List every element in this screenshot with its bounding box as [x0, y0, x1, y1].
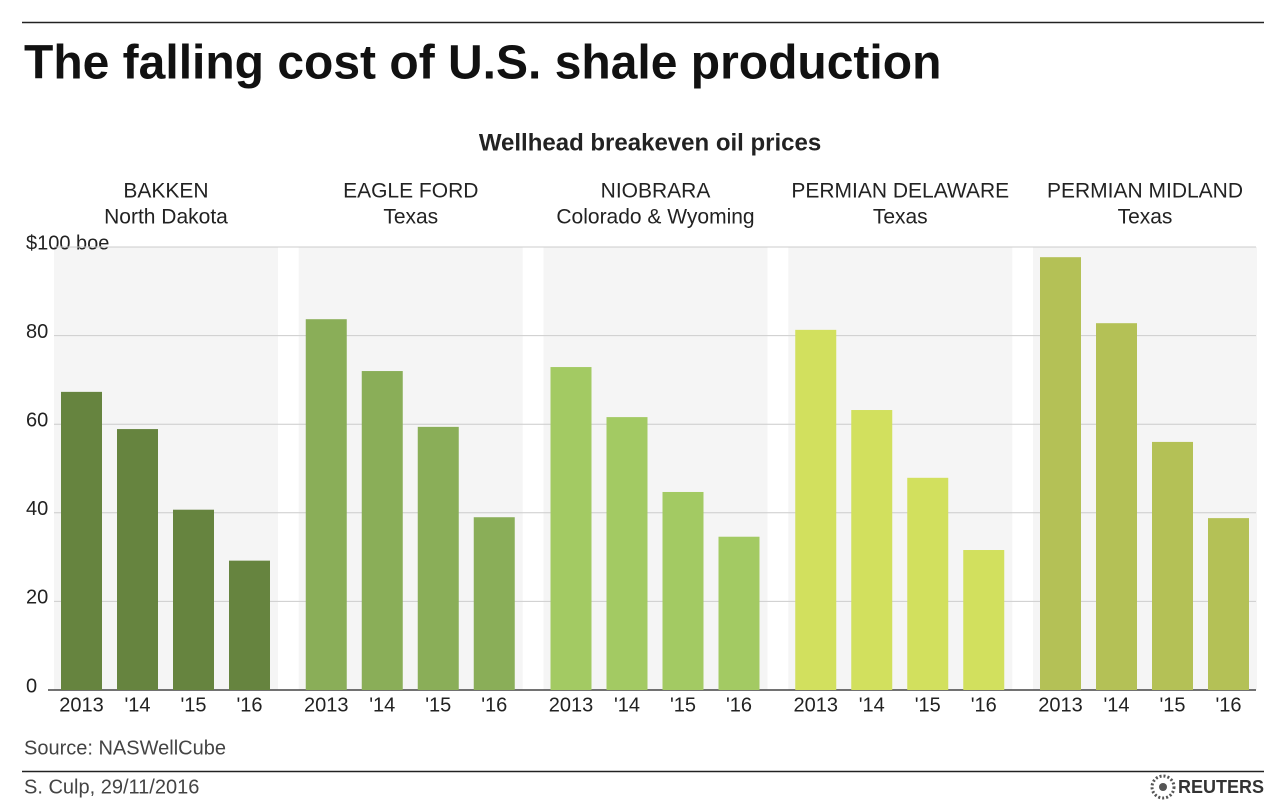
bar: [907, 477, 949, 690]
panel-title: BAKKEN: [123, 180, 208, 203]
x-tick-label: '16: [1215, 694, 1241, 716]
bar: [417, 426, 459, 690]
x-tick-label: '16: [971, 694, 997, 716]
x-tick-label: '14: [1103, 694, 1129, 716]
credit: S. Culp, 29/11/2016: [24, 776, 199, 798]
x-tick-label: 2013: [549, 694, 594, 716]
logo: REUTERS: [1178, 777, 1264, 797]
y-tick-label: 80: [26, 321, 48, 343]
bar: [1040, 257, 1081, 690]
panel-title: NIOBRARA: [601, 180, 711, 203]
x-tick-label: 2013: [304, 694, 349, 716]
bar: [718, 536, 760, 690]
x-tick-label: '16: [726, 694, 752, 716]
x-tick-label: '15: [1159, 694, 1185, 716]
bar: [1152, 441, 1193, 690]
x-tick-label: 2013: [59, 694, 104, 716]
panel-subtitle: Texas: [383, 206, 438, 229]
x-tick-label: '16: [236, 694, 262, 716]
bar: [473, 517, 515, 690]
panel-subtitle: North Dakota: [104, 206, 228, 229]
x-tick-label: '15: [180, 694, 206, 716]
panel-subtitle: Texas: [1118, 206, 1173, 229]
bar: [1208, 518, 1249, 690]
panel-title: PERMIAN DELAWARE: [791, 180, 1009, 203]
y-tick-label: 40: [26, 498, 48, 520]
x-tick-label: '14: [859, 694, 885, 716]
source: Source: NASWellCube: [24, 737, 226, 759]
x-tick-label: '14: [369, 694, 395, 716]
y-tick-label: 20: [26, 587, 48, 609]
panel-subtitle: Texas: [873, 206, 928, 229]
chart-title: The falling cost of U.S. shale productio…: [24, 37, 941, 90]
bar: [117, 429, 158, 690]
bar: [229, 560, 270, 690]
y-tick-label: $100 boe: [26, 232, 109, 254]
x-tick-label: '15: [915, 694, 941, 716]
bar: [662, 491, 704, 690]
x-tick-label: '14: [124, 694, 150, 716]
logo-icon: [1150, 774, 1176, 800]
bar: [61, 391, 102, 690]
x-tick-label: 2013: [1038, 694, 1083, 716]
bar: [851, 410, 893, 690]
panel-title: EAGLE FORD: [343, 180, 478, 203]
bar: [550, 367, 592, 690]
bar: [795, 329, 837, 690]
chart-subtitle: Wellhead breakeven oil prices: [479, 129, 821, 156]
bar: [963, 550, 1005, 690]
x-tick-label: '15: [670, 694, 696, 716]
x-tick-label: '15: [425, 694, 451, 716]
x-tick-label: 2013: [794, 694, 839, 716]
y-tick-label: 0: [26, 675, 37, 697]
x-tick-label: '16: [481, 694, 507, 716]
bar: [173, 509, 214, 690]
bar: [606, 417, 648, 690]
y-tick-label: 60: [26, 409, 48, 431]
bar: [305, 319, 347, 690]
panel-subtitle: Colorado & Wyoming: [556, 206, 754, 229]
x-tick-label: '14: [614, 694, 640, 716]
bar: [361, 371, 403, 690]
panel-title: PERMIAN MIDLAND: [1047, 180, 1243, 203]
bar: [1096, 323, 1137, 690]
